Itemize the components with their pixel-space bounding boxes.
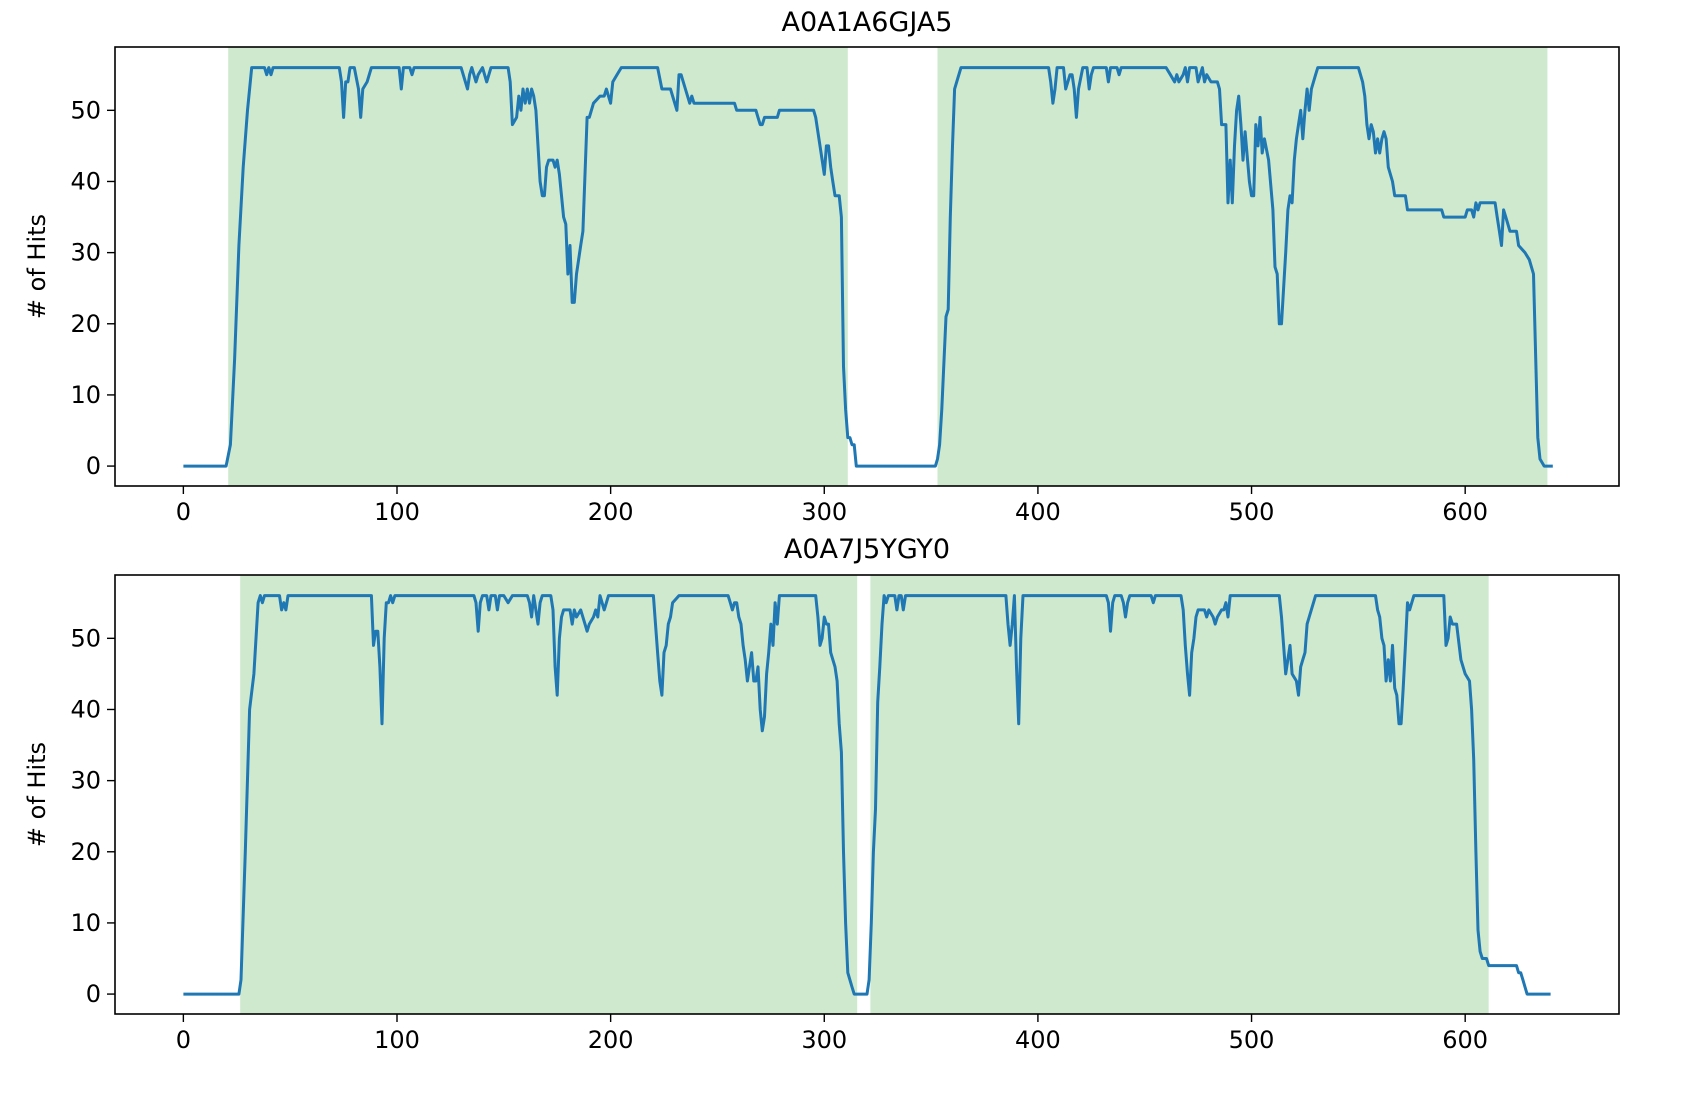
y-tick-label: 10 [70, 381, 101, 409]
x-tick-label: 100 [374, 498, 420, 526]
y-tick-label: 0 [86, 980, 101, 1008]
y-tick-label: 40 [70, 167, 101, 195]
x-tick-label: 0 [176, 1026, 191, 1054]
x-tick-label: 100 [374, 1026, 420, 1054]
y-tick-label: 40 [70, 695, 101, 723]
x-tick-label: 600 [1442, 1026, 1488, 1054]
data-line [183, 594, 1551, 996]
plot-frame [114, 574, 1620, 1015]
shaded-region [937, 47, 1548, 486]
x-tick-label: 500 [1229, 498, 1275, 526]
shaded-region [228, 47, 848, 486]
x-tick-label: 0 [176, 498, 191, 526]
x-tick-label: 400 [1015, 498, 1061, 526]
x-tick-label: 300 [801, 1026, 847, 1054]
data-line [183, 66, 1553, 468]
x-tick-label: 200 [588, 1026, 634, 1054]
x-tick-label: 600 [1442, 498, 1488, 526]
x-tick-label: 200 [588, 498, 634, 526]
y-tick-label: 30 [70, 239, 101, 267]
plot-frame [114, 46, 1620, 487]
x-tick-label: 500 [1229, 1026, 1275, 1054]
chart-title: A0A1A6GJA5 [781, 7, 952, 38]
shaded-region [240, 575, 858, 1014]
y-tick-label: 20 [70, 310, 101, 338]
x-tick-label: 400 [1015, 1026, 1061, 1054]
x-tick-label: 300 [801, 498, 847, 526]
y-tick-label: 50 [70, 624, 101, 652]
y-tick-label: 0 [86, 452, 101, 480]
chart-title: A0A7J5YGY0 [784, 534, 950, 565]
y-tick-label: 50 [70, 96, 101, 124]
y-axis-label: # of Hits [23, 214, 51, 319]
shaded-region [870, 575, 1489, 1014]
y-tick-label: 20 [70, 838, 101, 866]
y-tick-label: 30 [70, 767, 101, 795]
y-tick-label: 10 [70, 909, 101, 937]
y-axis-label: # of Hits [23, 742, 51, 847]
